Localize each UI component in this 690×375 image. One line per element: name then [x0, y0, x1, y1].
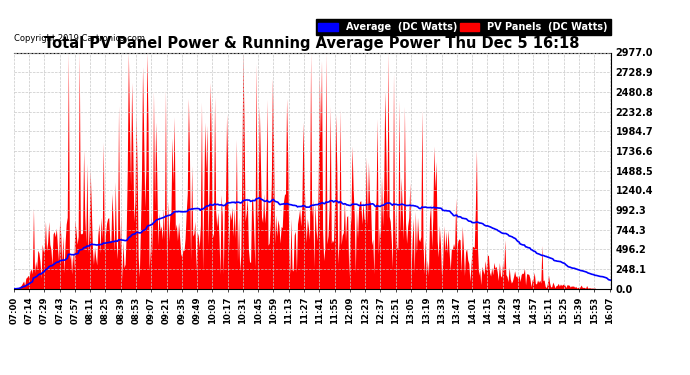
- Legend: Average  (DC Watts), PV Panels  (DC Watts): Average (DC Watts), PV Panels (DC Watts): [315, 20, 611, 35]
- Text: Copyright 2019 Cartronics.com: Copyright 2019 Cartronics.com: [14, 34, 145, 43]
- Title: Total PV Panel Power & Running Average Power Thu Dec 5 16:18: Total PV Panel Power & Running Average P…: [44, 36, 580, 51]
